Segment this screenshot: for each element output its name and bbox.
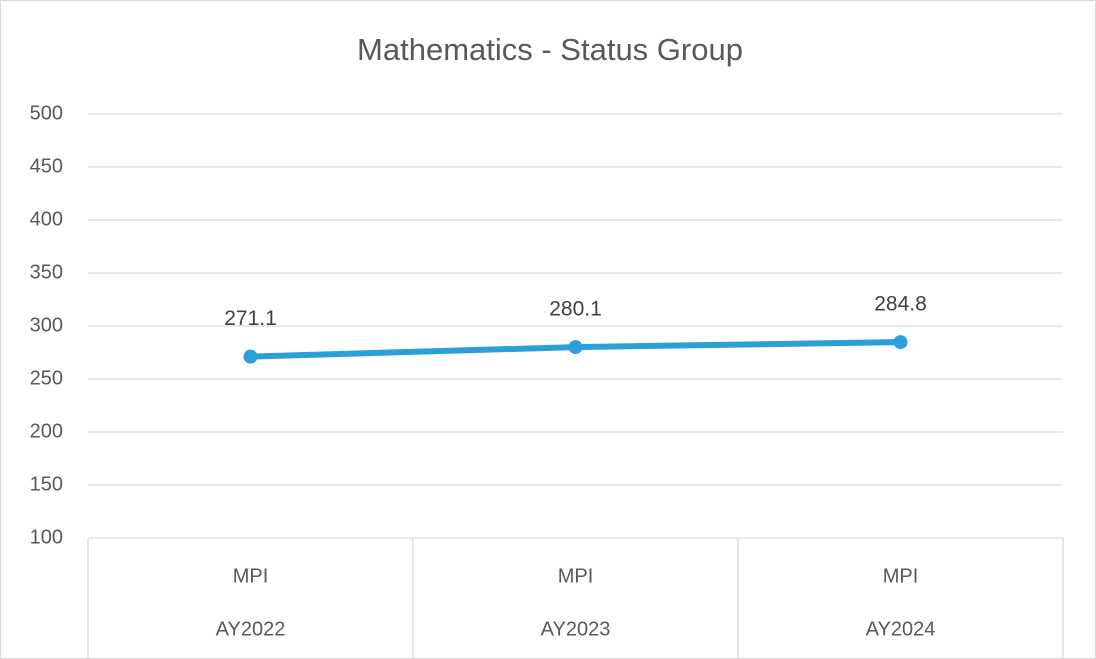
x-sub-label: MPI — [558, 565, 594, 587]
point — [568, 340, 583, 355]
x-sub-label: MPI — [233, 565, 269, 587]
y-tick-label: 200 — [30, 420, 63, 442]
x-sub-label: MPI — [883, 565, 919, 587]
y-tick-label: 300 — [30, 314, 63, 336]
y-tick-label: 500 — [30, 102, 63, 124]
y-tick-label: 450 — [30, 155, 63, 177]
y-tick-label: 250 — [30, 367, 63, 389]
x-tick-label: AY2023 — [541, 618, 611, 640]
chart-title: Mathematics - Status Group — [357, 32, 743, 67]
point — [893, 335, 908, 350]
y-tick-label: 150 — [30, 473, 63, 495]
point — [243, 349, 258, 364]
y-tick-label: 100 — [30, 526, 63, 548]
x-tick-label: AY2024 — [866, 618, 936, 640]
data-label: 284.8 — [874, 293, 927, 316]
data-label: 271.1 — [224, 307, 277, 330]
y-tick-label: 400 — [30, 208, 63, 230]
data-label: 280.1 — [549, 298, 602, 321]
x-tick-label: AY2022 — [216, 618, 286, 640]
y-tick-label: 350 — [30, 261, 63, 283]
